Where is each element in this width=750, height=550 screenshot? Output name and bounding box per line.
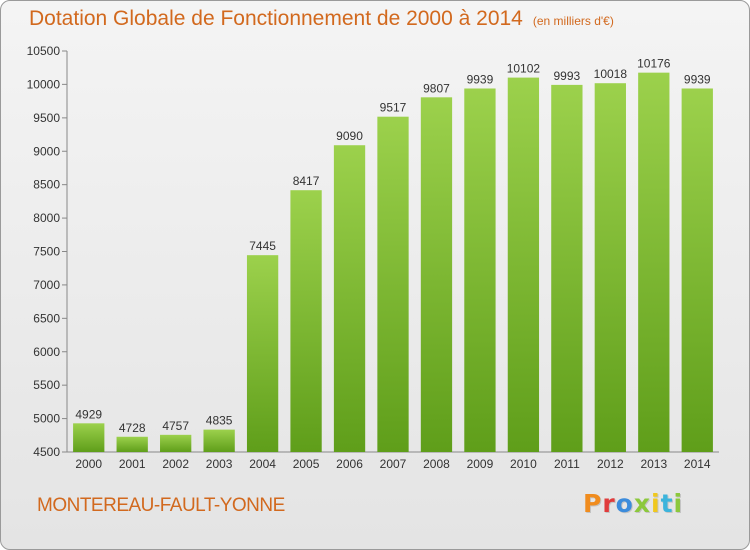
- x-tick-label: 2012: [597, 457, 624, 471]
- x-tick-label: 2009: [467, 457, 494, 471]
- value-label-2012: 10018: [594, 67, 628, 81]
- x-tick-label: 2007: [380, 457, 407, 471]
- x-tick-label: 2008: [423, 457, 450, 471]
- x-tick-label: 2003: [206, 457, 233, 471]
- y-tick-label: 9500: [33, 111, 60, 125]
- bar-2009: [464, 88, 496, 452]
- bar-2005: [290, 190, 322, 452]
- bar-2007: [377, 116, 409, 452]
- chart-unit: (en milliers d'€): [532, 14, 614, 28]
- y-tick-label: 4500: [33, 445, 60, 459]
- value-label-2000: 4929: [75, 407, 102, 421]
- y-tick-label: 6000: [33, 345, 60, 359]
- x-tick-label: 2006: [336, 457, 363, 471]
- value-labels: 4929 4728 4757 4835 7445 8417 9090 9517 9807 9939…: [75, 57, 711, 435]
- value-label-2013: 10176: [637, 57, 671, 71]
- value-label-2005: 8417: [293, 174, 320, 188]
- value-label-2006: 9090: [336, 129, 363, 143]
- commune-name: MONTEREAU-FAULT-YONNE: [37, 495, 285, 516]
- logo-letter: P: [583, 489, 603, 518]
- y-tick-label: 10000: [27, 77, 61, 91]
- value-label-2009: 9939: [467, 72, 494, 86]
- logo-letter: i: [651, 489, 661, 518]
- logo-letter: o: [615, 489, 634, 518]
- x-tick-label: 2011: [554, 457, 580, 471]
- x-tick-label: 2013: [640, 457, 667, 471]
- x-tick-label: 2001: [119, 457, 146, 471]
- logo-letter: r: [602, 489, 616, 518]
- x-tick-label: 2005: [293, 457, 320, 471]
- value-label-2007: 9517: [380, 101, 407, 115]
- logo-letter: i: [673, 489, 684, 518]
- bar-2002: [160, 434, 192, 452]
- y-axis: 4500 5000 5500 6000 6500 7000 7500 8000 8500 9000…: [27, 44, 68, 459]
- x-tick-label: 2002: [162, 457, 189, 471]
- bar-2006: [333, 145, 366, 453]
- bar-2001: [116, 436, 148, 452]
- x-tick-label: 2000: [75, 457, 102, 471]
- value-label-2001: 4728: [119, 421, 146, 435]
- logo-letter: t: [660, 489, 674, 518]
- y-tick-label: 8500: [33, 178, 60, 192]
- y-tick-label: 5500: [33, 378, 60, 392]
- y-tick-label: 6500: [33, 311, 60, 325]
- logo-letter: x: [633, 489, 651, 518]
- x-tick-label: 2010: [510, 457, 537, 471]
- chart-title-block: Dotation Globale de Fonctionnement de 20…: [29, 7, 614, 31]
- bar-2013: [638, 72, 670, 453]
- proxiti-logo[interactable]: Proxiti: [583, 489, 683, 518]
- chart-title: Dotation Globale de Fonctionnement de 20…: [29, 7, 523, 30]
- bar-2008: [420, 97, 453, 453]
- value-label-2002: 4757: [162, 419, 189, 433]
- bars: [73, 72, 713, 453]
- y-tick-label: 8000: [33, 211, 60, 225]
- bar-2011: [551, 84, 583, 453]
- value-label-2011: 9993: [554, 69, 581, 83]
- value-label-2008: 9807: [423, 81, 450, 95]
- value-label-2004: 7445: [249, 239, 276, 253]
- bar-2012: [594, 83, 626, 452]
- y-tick-label: 10500: [27, 44, 61, 58]
- x-axis: 2000 2001 2002 2003 2004 2005 2006 2007 2008 2009…: [67, 451, 719, 471]
- bar-2014: [681, 88, 713, 452]
- x-tick-label: 2014: [684, 457, 711, 471]
- bar-2000: [73, 423, 105, 452]
- y-tick-label: 7000: [33, 278, 60, 292]
- bar-2010: [507, 77, 540, 452]
- bar-2003: [203, 429, 235, 452]
- bar-2004: [246, 255, 279, 452]
- value-label-2014: 9939: [684, 72, 711, 86]
- y-tick-label: 9000: [33, 144, 60, 158]
- y-tick-label: 5000: [33, 412, 60, 426]
- value-label-2010: 10102: [507, 62, 541, 76]
- x-tick-label: 2004: [249, 457, 276, 471]
- y-tick-label: 7500: [33, 245, 60, 259]
- value-label-2003: 4835: [206, 414, 233, 428]
